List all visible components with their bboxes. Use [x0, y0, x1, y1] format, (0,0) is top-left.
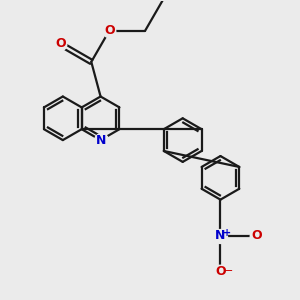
Text: N: N [95, 134, 106, 147]
Text: +: + [223, 227, 231, 238]
Text: O: O [215, 265, 226, 278]
Text: O: O [104, 24, 115, 37]
Text: O: O [251, 229, 262, 242]
Text: N: N [215, 229, 226, 242]
Text: −: − [224, 266, 233, 276]
Text: O: O [55, 38, 65, 50]
